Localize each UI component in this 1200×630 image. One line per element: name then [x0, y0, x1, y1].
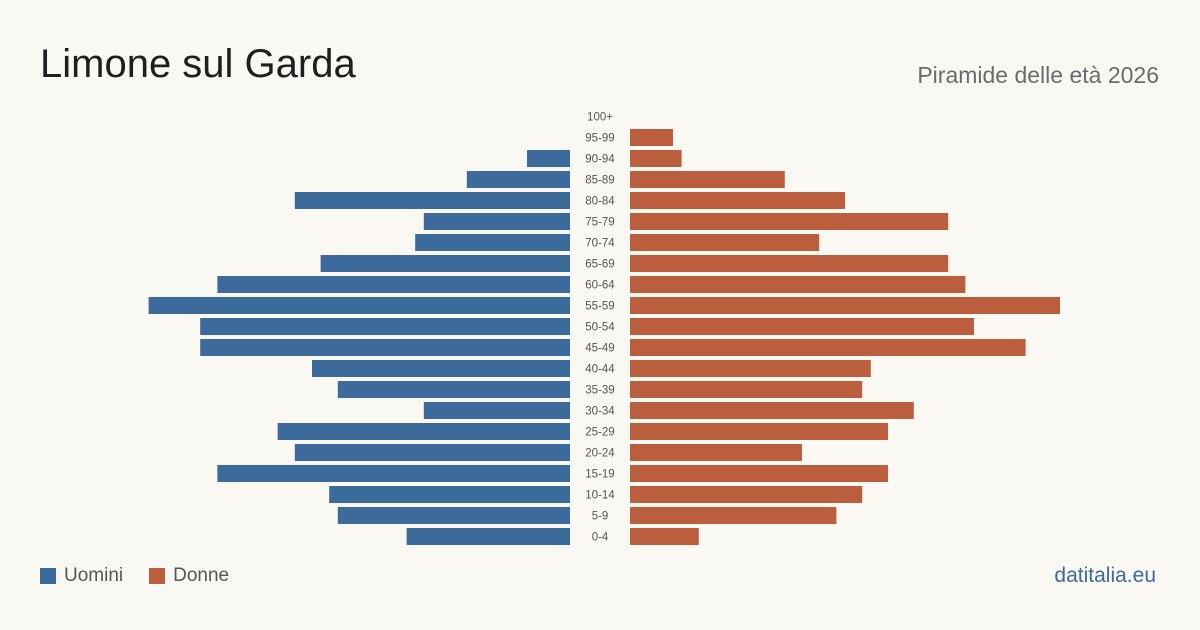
legend-swatch-men — [40, 568, 56, 584]
age-label-40-44: 40-44 — [585, 364, 615, 376]
bar-men-20-24 — [294, 444, 570, 461]
bar-men-75-79 — [423, 213, 570, 230]
age-label-35-39: 35-39 — [585, 385, 614, 397]
bar-men-10-14 — [329, 486, 570, 503]
age-label-55-59: 55-59 — [585, 301, 614, 313]
legend: Uomini Donne — [40, 565, 255, 587]
bar-men-35-39 — [337, 381, 570, 398]
legend-label-men: Uomini — [64, 565, 124, 586]
bar-men-30-34 — [423, 402, 570, 419]
bar-women-30-34 — [630, 402, 914, 419]
bar-men-0-4 — [406, 528, 570, 545]
age-label-20-24: 20-24 — [585, 448, 615, 460]
bar-men-85-89 — [466, 171, 570, 188]
bar-women-0-4 — [630, 528, 699, 545]
legend-swatch-women — [149, 568, 166, 584]
age-label-70-74: 70-74 — [585, 238, 615, 250]
age-label-10-14: 10-14 — [585, 490, 615, 502]
bar-women-60-64 — [630, 276, 966, 293]
bar-men-70-74 — [415, 234, 570, 251]
age-label-5-9: 5-9 — [592, 511, 609, 523]
age-label-50-54: 50-54 — [585, 322, 615, 334]
chart-subtitle: Piramide delle età 2026 — [917, 62, 1159, 88]
bar-men-90-94 — [527, 150, 570, 167]
bar-women-10-14 — [630, 486, 863, 503]
age-label-65-69: 65-69 — [585, 259, 614, 271]
age-label-15-19: 15-19 — [585, 469, 614, 481]
bar-women-80-84 — [630, 192, 845, 209]
bar-women-90-94 — [630, 150, 682, 167]
page-title: Limone sul Garda — [40, 42, 356, 86]
bar-women-50-54 — [630, 318, 974, 335]
legend-item-men: Uomini — [40, 565, 123, 587]
bar-men-55-59 — [148, 297, 570, 314]
age-label-90-94: 90-94 — [585, 154, 615, 166]
age-label-60-64: 60-64 — [585, 280, 615, 292]
bar-women-15-19 — [630, 465, 888, 482]
bar-women-65-69 — [630, 255, 949, 272]
bar-women-35-39 — [630, 381, 863, 398]
bar-men-15-19 — [217, 465, 570, 482]
age-label-100+: 100+ — [587, 112, 613, 124]
bar-women-40-44 — [630, 360, 871, 377]
bar-men-50-54 — [200, 318, 570, 335]
bar-women-85-89 — [630, 171, 785, 188]
bar-women-75-79 — [630, 213, 949, 230]
bar-women-5-9 — [630, 507, 837, 524]
bar-women-55-59 — [630, 297, 1060, 314]
age-label-25-29: 25-29 — [585, 427, 614, 439]
age-label-85-89: 85-89 — [585, 175, 614, 187]
bar-men-80-84 — [294, 192, 570, 209]
bar-men-25-29 — [277, 423, 570, 440]
bar-men-60-64 — [217, 276, 570, 293]
bar-women-95-99 — [630, 129, 673, 146]
bar-men-5-9 — [337, 507, 570, 524]
bar-women-25-29 — [630, 423, 888, 440]
age-label-30-34: 30-34 — [585, 406, 615, 418]
age-label-0-4: 0-4 — [592, 532, 609, 544]
age-label-80-84: 80-84 — [585, 196, 615, 208]
bar-men-40-44 — [312, 360, 570, 377]
bar-men-65-69 — [320, 255, 570, 272]
age-label-45-49: 45-49 — [585, 343, 614, 355]
legend-item-women: Donne — [149, 565, 229, 587]
legend-label-women: Donne — [173, 565, 230, 586]
bar-women-45-49 — [630, 339, 1026, 356]
bar-women-20-24 — [630, 444, 802, 461]
age-label-95-99: 95-99 — [585, 133, 614, 145]
bar-women-70-74 — [630, 234, 820, 251]
age-label-75-79: 75-79 — [585, 217, 614, 229]
brand-link[interactable]: datitalia.eu — [1054, 564, 1156, 587]
bar-men-45-49 — [200, 339, 570, 356]
